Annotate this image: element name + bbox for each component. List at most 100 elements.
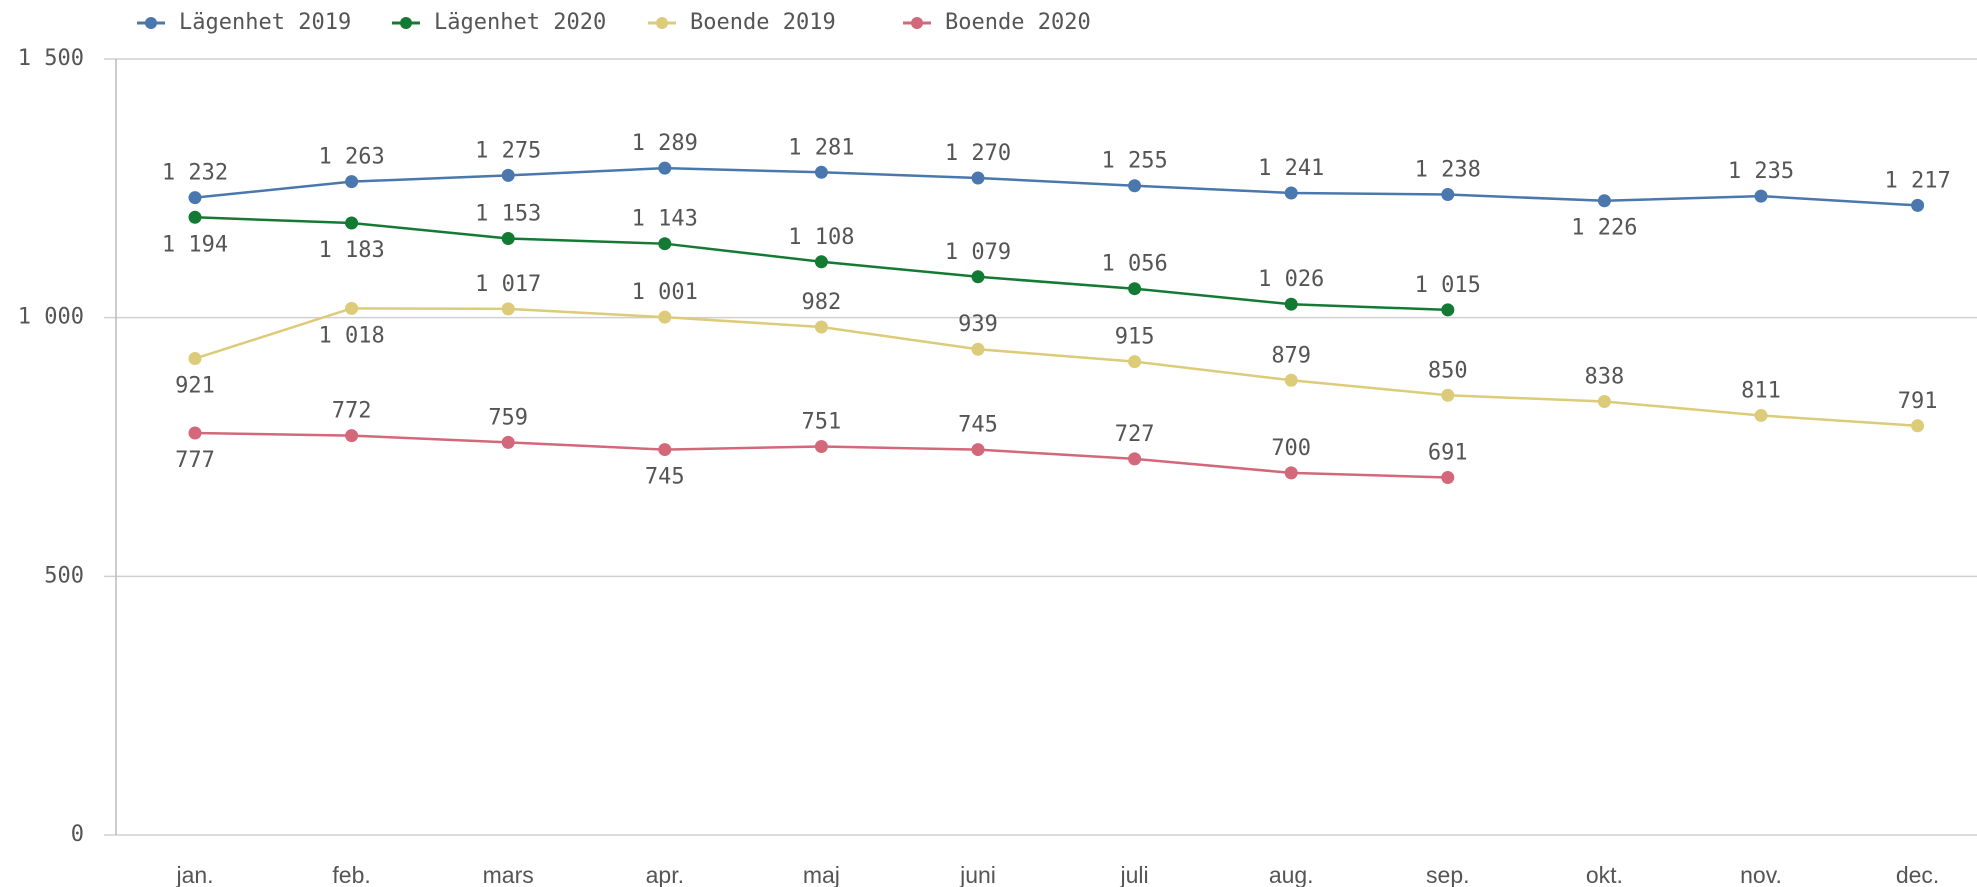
data-point xyxy=(1128,355,1142,369)
data-point xyxy=(658,237,672,251)
data-label: 1 232 xyxy=(162,161,228,186)
legend-label: Lägenhet 2019 xyxy=(179,10,351,35)
data-label: 1 183 xyxy=(318,238,384,263)
data-label: 1 217 xyxy=(1884,168,1950,193)
legend-label: Boende 2019 xyxy=(690,10,836,35)
x-tick-label: maj xyxy=(803,862,840,887)
data-label: 1 056 xyxy=(1101,252,1167,277)
data-point xyxy=(501,302,515,316)
data-point xyxy=(501,232,515,246)
data-label: 1 263 xyxy=(318,145,384,170)
series-line xyxy=(194,307,1918,428)
data-label: 727 xyxy=(1115,422,1155,447)
data-point xyxy=(971,443,985,457)
data-point xyxy=(188,191,202,205)
data-label: 1 001 xyxy=(632,280,698,305)
data-label: 1 289 xyxy=(632,131,698,156)
x-tick-label: feb. xyxy=(332,862,370,887)
x-tick-label: aug. xyxy=(1269,862,1314,887)
data-point xyxy=(814,439,828,453)
data-point xyxy=(1911,198,1925,212)
data-point xyxy=(345,175,359,189)
data-label: 1 275 xyxy=(475,138,541,163)
x-tick-label: juli xyxy=(1120,862,1149,887)
data-point xyxy=(188,426,202,440)
data-point xyxy=(1128,179,1142,193)
data-point xyxy=(1284,373,1298,387)
data-point xyxy=(1128,452,1142,466)
y-tick-label: 500 xyxy=(44,563,84,588)
series-line xyxy=(194,431,1448,479)
data-label: 777 xyxy=(175,448,215,473)
data-label: 759 xyxy=(488,405,528,430)
data-label: 772 xyxy=(332,399,372,424)
data-label: 879 xyxy=(1271,343,1311,368)
data-point xyxy=(188,210,202,224)
data-label: 691 xyxy=(1428,441,1468,466)
x-tick-label: dec. xyxy=(1896,862,1939,887)
data-label: 1 026 xyxy=(1258,267,1324,292)
data-label: 1 018 xyxy=(318,323,384,348)
data-label: 1 238 xyxy=(1415,158,1481,183)
data-point xyxy=(658,161,672,175)
data-point xyxy=(1441,188,1455,202)
data-label: 982 xyxy=(802,290,842,315)
data-point xyxy=(1284,466,1298,480)
y-tick-label: 1 500 xyxy=(18,46,84,71)
data-label: 745 xyxy=(645,465,685,490)
data-label: 1 015 xyxy=(1415,273,1481,298)
data-point xyxy=(658,310,672,324)
data-point xyxy=(1754,189,1768,203)
data-label: 1 270 xyxy=(945,141,1011,166)
data-point xyxy=(345,301,359,315)
data-point xyxy=(658,443,672,457)
data-point xyxy=(501,435,515,449)
series-line xyxy=(194,166,1918,207)
data-label: 1 143 xyxy=(632,207,698,232)
data-point xyxy=(971,270,985,284)
data-label: 1 153 xyxy=(475,202,541,227)
data-label: 1 226 xyxy=(1571,216,1637,241)
legend-marker xyxy=(400,17,412,29)
legend-marker xyxy=(145,17,157,29)
data-label: 700 xyxy=(1271,436,1311,461)
data-point xyxy=(814,255,828,269)
data-point xyxy=(971,342,985,356)
data-label: 1 241 xyxy=(1258,156,1324,181)
data-point xyxy=(1911,419,1925,433)
data-point xyxy=(1441,303,1455,317)
data-point xyxy=(1284,186,1298,200)
data-point xyxy=(1128,282,1142,296)
data-label: 1 194 xyxy=(162,232,228,257)
data-point xyxy=(1441,471,1455,485)
data-label: 745 xyxy=(958,413,998,438)
x-tick-label: apr. xyxy=(646,862,684,887)
data-label: 1 017 xyxy=(475,272,541,297)
data-label: 939 xyxy=(958,312,998,337)
x-tick-label: jan. xyxy=(175,862,213,887)
data-label: 921 xyxy=(175,374,215,399)
y-tick-label: 1 000 xyxy=(18,305,84,330)
x-tick-label: mars xyxy=(483,862,534,887)
data-label: 1 108 xyxy=(788,225,854,250)
data-label: 811 xyxy=(1741,378,1781,403)
data-point xyxy=(814,320,828,334)
data-point xyxy=(1597,194,1611,208)
x-tick-label: juni xyxy=(959,862,996,887)
data-point xyxy=(1754,408,1768,422)
data-point xyxy=(814,165,828,179)
data-label: 791 xyxy=(1898,389,1938,414)
data-point xyxy=(1441,388,1455,402)
data-point xyxy=(188,352,202,366)
data-point xyxy=(345,429,359,443)
data-label: 1 255 xyxy=(1101,149,1167,174)
data-point xyxy=(1284,297,1298,311)
data-point xyxy=(971,171,985,185)
data-label: 1 281 xyxy=(788,135,854,160)
data-point xyxy=(501,168,515,182)
data-label: 1 079 xyxy=(945,240,1011,265)
x-tick-label: nov. xyxy=(1740,862,1782,887)
legend-label: Lägenhet 2020 xyxy=(434,10,606,35)
y-tick-label: 0 xyxy=(71,822,84,847)
